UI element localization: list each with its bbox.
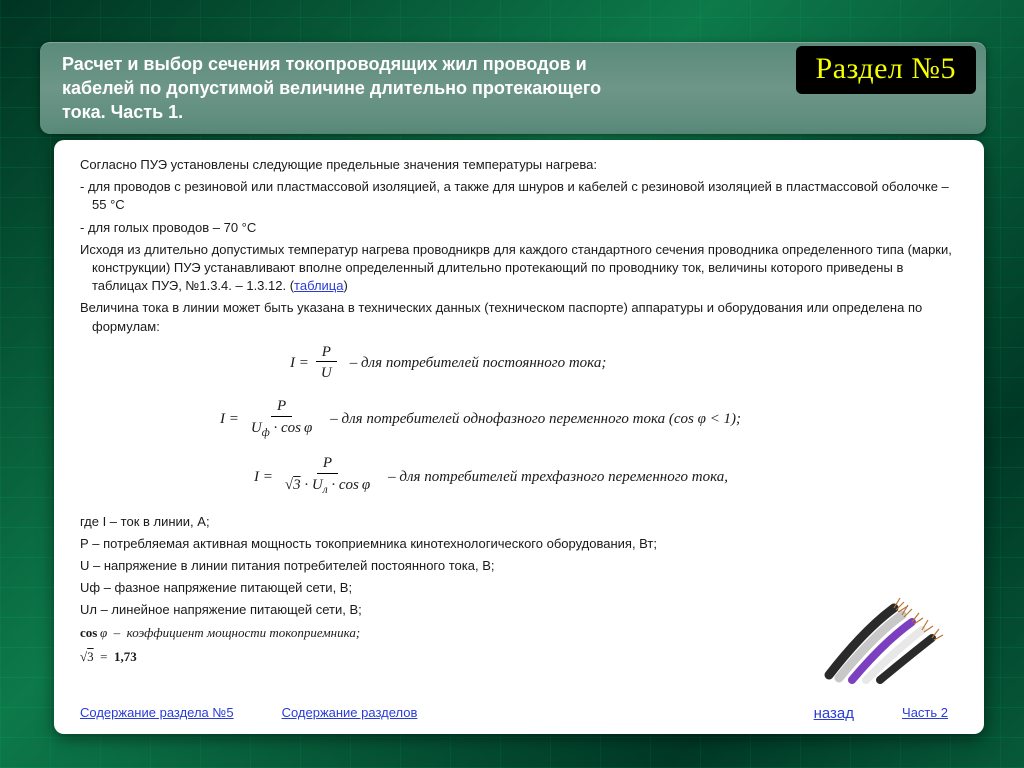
content-panel: Согласно ПУЭ установлены следующие преде… bbox=[54, 140, 984, 734]
formula-lhs: I = bbox=[290, 353, 309, 374]
formula-lhs: I = bbox=[220, 409, 239, 430]
formula-desc: – для потребителей однофазного переменно… bbox=[330, 409, 741, 430]
formula-ac-3ph: I = P√3 · Uл · cos φ – для потребителей … bbox=[254, 455, 958, 498]
formula-desc: – для потребителей трехфазного переменно… bbox=[388, 467, 728, 488]
cable-illustration bbox=[824, 570, 974, 690]
def-line: Р – потребляемая активная мощность токоп… bbox=[80, 535, 958, 553]
text-line: - для проводов с резиновой или пластмасс… bbox=[80, 178, 958, 214]
bottom-nav: Содержание раздела №5 Содержание раздело… bbox=[80, 703, 958, 724]
table-link[interactable]: таблица bbox=[294, 278, 343, 293]
text-fragment: Исходя из длительно допустимых температу… bbox=[80, 242, 952, 293]
formula-dc: I = PU – для потребителей постоянного то… bbox=[290, 344, 958, 385]
formula-block: I = PU – для потребителей постоянного то… bbox=[220, 344, 958, 499]
nav-section-contents[interactable]: Содержание раздела №5 bbox=[80, 704, 234, 722]
formula-desc: – для потребителей постоянного тока; bbox=[350, 353, 607, 374]
text-line: Исходя из длительно допустимых температу… bbox=[80, 241, 958, 296]
nav-all-contents[interactable]: Содержание разделов bbox=[282, 704, 418, 722]
formula-den: Uф · cos φ bbox=[245, 417, 318, 442]
page-title: Расчет и выбор сечения токопроводящих жи… bbox=[62, 52, 622, 125]
def-line: где I – ток в линии, А; bbox=[80, 513, 958, 531]
formula-num: P bbox=[317, 455, 338, 474]
text-fragment: ) bbox=[343, 278, 347, 293]
formula-den: √3 · Uл · cos φ bbox=[279, 474, 376, 499]
section-badge: Раздел №5 bbox=[796, 46, 976, 94]
text-line: Величина тока в линии может быть указана… bbox=[80, 299, 958, 335]
formula-ac-1ph: I = PUф · cos φ – для потребителей одноф… bbox=[220, 398, 958, 441]
text-line: - для голых проводов – 70 °С bbox=[80, 219, 958, 237]
formula-num: P bbox=[271, 398, 292, 417]
nav-back[interactable]: назад bbox=[814, 703, 854, 724]
text-line: Согласно ПУЭ установлены следующие преде… bbox=[80, 156, 958, 174]
formula-lhs: I = bbox=[254, 467, 273, 488]
formula-den: U bbox=[315, 362, 338, 384]
formula-num: P bbox=[316, 344, 337, 363]
nav-part2[interactable]: Часть 2 bbox=[902, 704, 948, 722]
